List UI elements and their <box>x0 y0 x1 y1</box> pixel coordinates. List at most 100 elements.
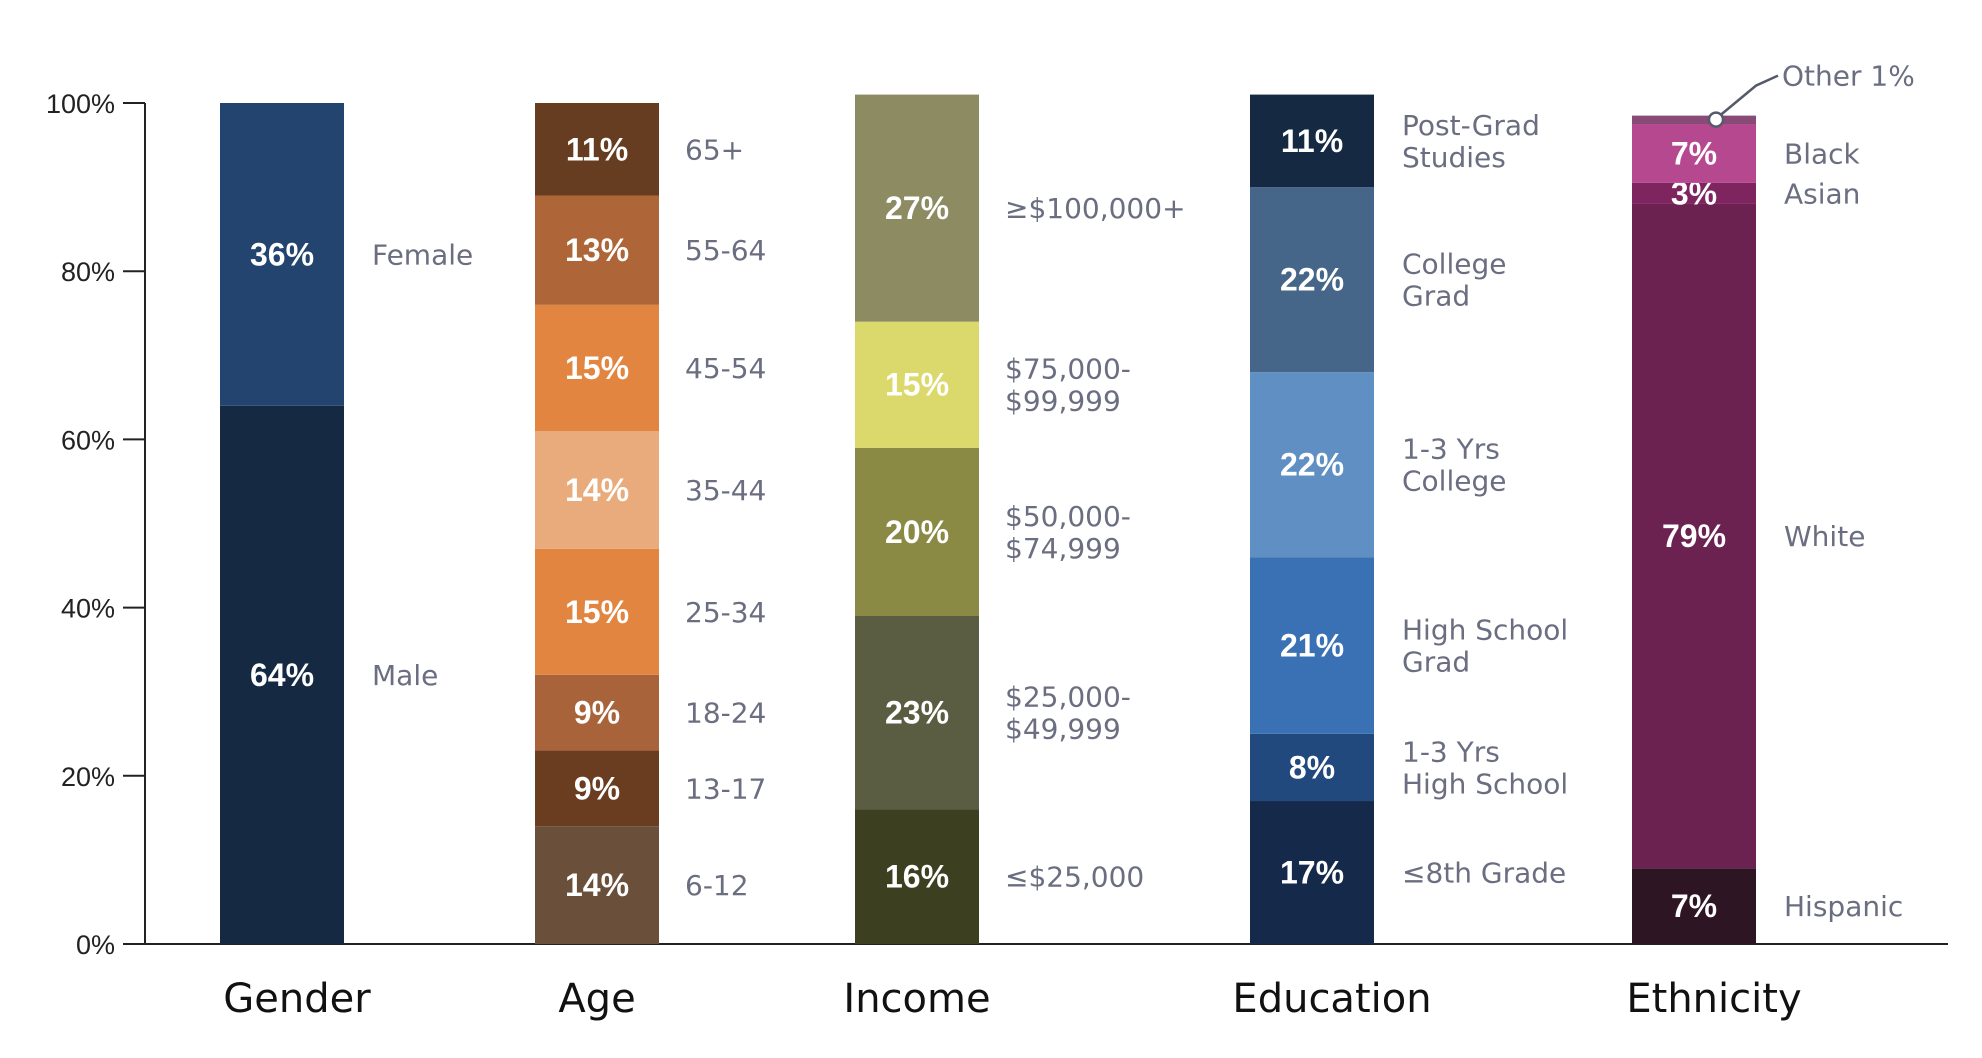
segment-category-label-line: Female <box>372 238 473 271</box>
segment-category-label-line: Asian <box>1784 177 1860 210</box>
segment-category-label: 65+ <box>685 133 744 166</box>
bar-segment <box>535 674 659 751</box>
segment-category-label-line: 18-24 <box>685 697 766 730</box>
bar-segment <box>1632 115 1756 125</box>
segment-category-label-line: Hispanic <box>1784 890 1903 923</box>
segment-category-label-line: ≤8th Grade <box>1402 857 1566 890</box>
segment-category-label-line: College <box>1402 248 1506 281</box>
segment-category-label: White <box>1784 520 1865 553</box>
segment-category-label: Hispanic <box>1784 890 1903 923</box>
bar-segment <box>855 809 979 944</box>
segment-category-label: $75,000-$99,999 <box>1005 353 1131 418</box>
segment-category-label: $25,000-$49,999 <box>1005 681 1131 746</box>
segment-value-label: 79% <box>1662 518 1726 554</box>
segment-category-label-line: $25,000- <box>1005 681 1131 714</box>
bar-segment <box>1632 182 1756 204</box>
segment-category-label-line: Grad <box>1402 645 1470 678</box>
segment-category-label: Black <box>1784 137 1861 170</box>
segment-category-label-line: Post-Grad <box>1402 109 1540 142</box>
segment-category-label: 55-64 <box>685 234 766 267</box>
segment-value-label: 13% <box>565 232 629 268</box>
y-tick-label: 40% <box>61 594 115 624</box>
bar-segment <box>220 405 344 944</box>
segment-category-label: 1-3 Yrs High School <box>1402 735 1568 800</box>
segment-value-label: 15% <box>565 594 629 630</box>
category-label: Income <box>843 976 990 1022</box>
segment-category-label: Other 1% <box>1782 60 1915 93</box>
segment-value-label: 14% <box>565 867 629 903</box>
bar-segment <box>1250 557 1374 734</box>
segment-value-label: 9% <box>574 770 620 806</box>
segment-category-label-line: 1-3 Yrs <box>1402 735 1500 768</box>
segment-category-label-line: 55-64 <box>685 234 766 267</box>
y-tick-label: 80% <box>61 257 115 287</box>
segment-category-label: ≤$25,000 <box>1005 861 1144 894</box>
category-label: Gender <box>223 976 371 1022</box>
segment-value-label: 8% <box>1289 749 1335 785</box>
segment-category-label: Male <box>372 659 438 692</box>
bar-segment <box>1250 372 1374 558</box>
bar-segment <box>855 321 979 448</box>
segment-category-label: 1-3 Yrs College <box>1402 433 1506 498</box>
segment-category-label: Asian <box>1784 177 1860 210</box>
segment-category-label-line: Studies <box>1402 141 1506 174</box>
segment-category-label: 35-44 <box>685 474 766 507</box>
segment-category-label: ≤8th Grade <box>1402 857 1566 890</box>
segment-value-label: 11% <box>566 131 628 167</box>
bar-segment <box>1632 868 1756 944</box>
segment-category-label: 13-17 <box>685 772 766 805</box>
segment-category-label-line: ≤$25,000 <box>1005 861 1144 894</box>
segment-category-label: 25-34 <box>685 596 766 629</box>
segment-category-label-line: White <box>1784 520 1865 553</box>
category-label: Education <box>1232 976 1431 1022</box>
segment-category-label-line: High School <box>1402 613 1568 646</box>
bar-segment <box>1632 124 1756 183</box>
segment-category-label: 6-12 <box>685 869 749 902</box>
segment-category-label: ≥$100,000+ <box>1005 192 1186 225</box>
bar-segment <box>535 103 659 196</box>
segment-category-label: $50,000-$74,999 <box>1005 500 1131 565</box>
bar-segment <box>535 195 659 305</box>
segment-category-label-line: 25-34 <box>685 596 766 629</box>
segment-category-label-line: Male <box>372 659 438 692</box>
segment-category-label-line: $99,999 <box>1005 385 1121 418</box>
segment-value-label: 7% <box>1671 135 1717 171</box>
segment-category-label: College Grad <box>1402 248 1506 313</box>
segment-value-label: 22% <box>1280 447 1344 483</box>
segment-category-label-line: College <box>1402 465 1506 498</box>
segment-category-label-line: 35-44 <box>685 474 766 507</box>
bar-segment <box>535 304 659 431</box>
segment-value-label: 27% <box>885 190 949 226</box>
segment-value-label: 17% <box>1280 855 1344 891</box>
category-label: Ethnicity <box>1626 976 1801 1022</box>
segment-value-label: 20% <box>885 514 949 550</box>
bar-segment <box>220 103 344 406</box>
segment-category-label-line: 45-54 <box>685 352 766 385</box>
bar-segment <box>1250 187 1374 373</box>
other-callout-line <box>1720 74 1779 116</box>
bar-segment <box>1250 733 1374 802</box>
segment-value-label: 7% <box>1671 888 1717 924</box>
segment-category-label-line: ≥$100,000+ <box>1005 192 1186 225</box>
segment-value-label: 64% <box>250 657 314 693</box>
segment-value-label: 22% <box>1280 262 1344 298</box>
segment-category-label-line: 1-3 Yrs <box>1402 433 1500 466</box>
segment-value-label: 15% <box>885 367 949 403</box>
segment-value-label: 21% <box>1280 627 1344 663</box>
bar-segment <box>855 616 979 810</box>
segment-category-label: Post-Grad Studies <box>1402 109 1540 174</box>
segment-category-label-line: $49,999 <box>1005 713 1121 746</box>
segment-value-label: 23% <box>885 695 949 731</box>
category-label: Age <box>558 976 635 1022</box>
segment-category-label-line: 6-12 <box>685 869 749 902</box>
segment-category-label-line: Grad <box>1402 280 1470 313</box>
segment-value-label: 11% <box>1281 123 1343 159</box>
segment-category-label: Female <box>372 238 473 271</box>
y-tick-label: 0% <box>76 930 115 960</box>
segment-category-label-line: 65+ <box>685 133 744 166</box>
bar-segment <box>1250 94 1374 188</box>
bar-segment <box>535 750 659 827</box>
segment-category-label-line: 13-17 <box>685 772 766 805</box>
bar-segment <box>1250 801 1374 944</box>
y-tick-label: 60% <box>61 425 115 455</box>
